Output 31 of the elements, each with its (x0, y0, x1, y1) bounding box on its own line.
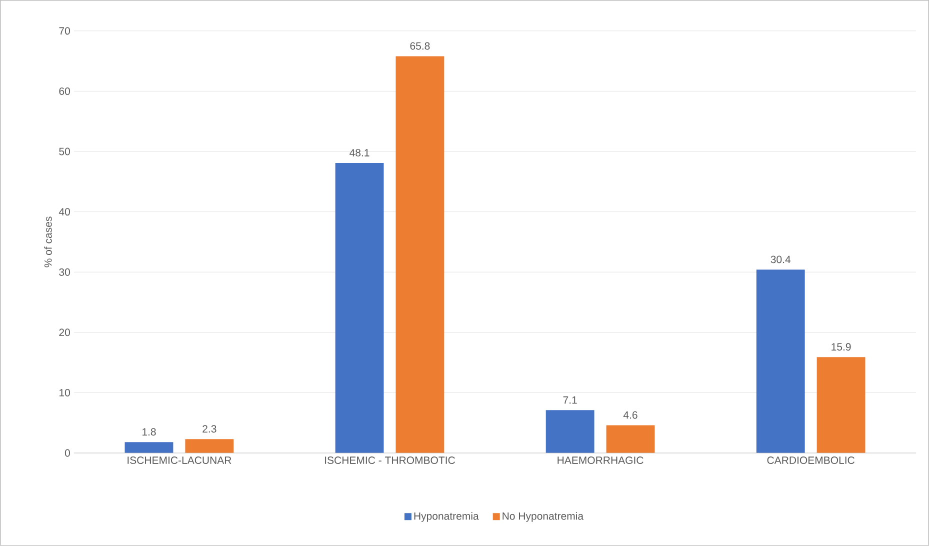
legend-label: Hyponatremia (414, 512, 479, 522)
data-label: 4.6 (623, 411, 638, 419)
y-tick-label: 70 (59, 27, 70, 35)
y-tick-label: 20 (59, 328, 70, 336)
bar (816, 357, 866, 454)
y-tick-label: 10 (60, 389, 70, 396)
data-label: 48.1 (350, 149, 370, 156)
data-label: 65.8 (410, 42, 430, 50)
x-tick-label: ISCHEMIC - THROMBOTIC (325, 456, 455, 464)
x-tick-label: ISCHEMIC-LACUNAR (128, 456, 232, 464)
y-axis-title: % of cases (44, 216, 52, 268)
y-tick-label: 0 (64, 449, 70, 457)
y-tick-label: 60 (59, 88, 70, 95)
bar (335, 163, 384, 454)
bar (185, 439, 234, 454)
bar (124, 442, 174, 454)
bar (606, 425, 655, 454)
bar (396, 56, 444, 454)
x-tick-label: HAEMORRHAGIC (558, 456, 644, 464)
data-label: 15.9 (832, 343, 851, 351)
y-tick-label: 30 (59, 268, 70, 276)
bar (756, 270, 805, 454)
data-label: 1.8 (142, 428, 156, 436)
y-tick-label: 40 (58, 208, 70, 216)
x-tick-label: CARDIOEMBOLIC (767, 456, 854, 464)
legend-label: No Hyponatremia (502, 512, 584, 522)
y-tick-label: 50 (59, 148, 70, 156)
data-label: 2.3 (202, 425, 216, 433)
data-label: 30.4 (770, 256, 791, 264)
bar (546, 410, 594, 454)
data-label: 7.1 (563, 396, 577, 404)
